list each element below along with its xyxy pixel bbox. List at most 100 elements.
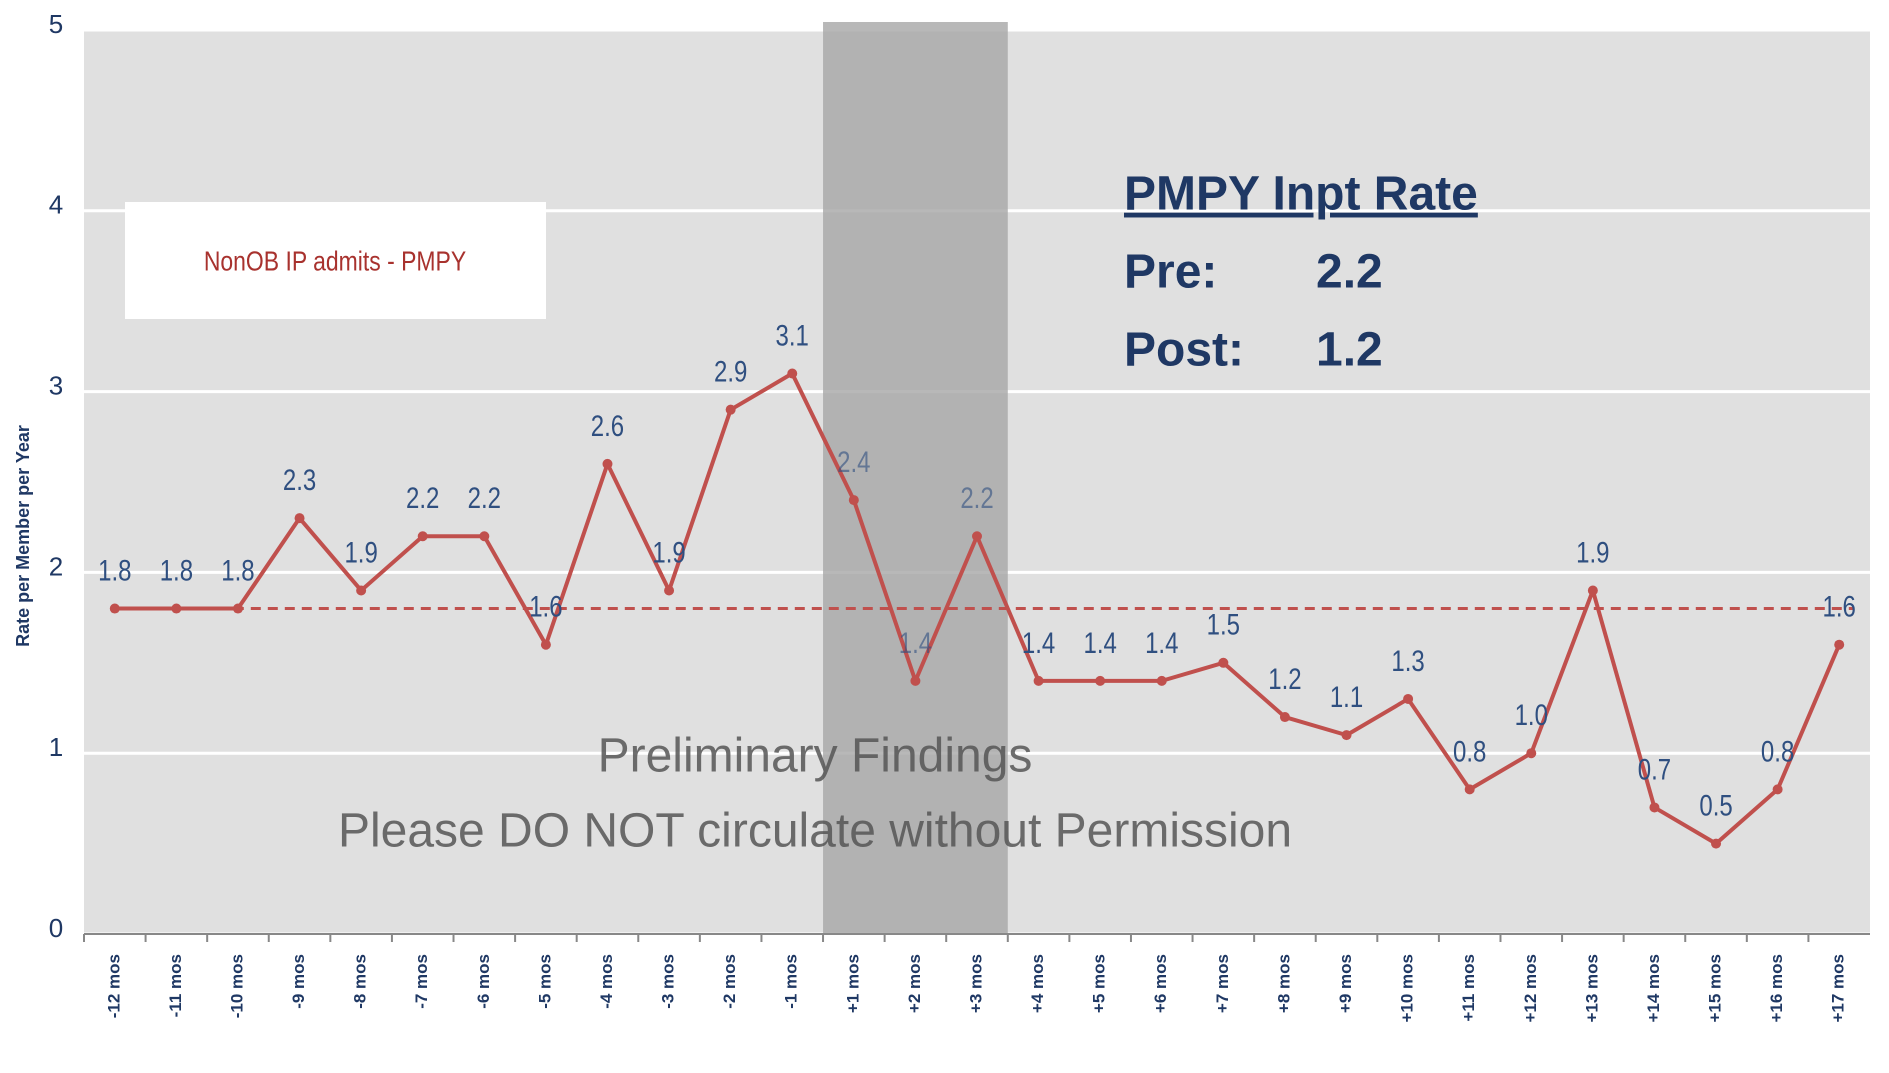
data-label: 2.9 (714, 354, 747, 388)
y-tick-label: 2 (49, 551, 63, 581)
data-label: 3.1 (776, 318, 809, 352)
x-tick-label: -5 mos (535, 954, 554, 1009)
marks: 1.8 1.8 1.8 2.3 1.9 2.2 2.2 1.6 2.6 1.9 2.9 3.1 2.4 1… (98, 318, 1856, 849)
data-point (602, 458, 613, 469)
summary-pre-value: 2.2 (1316, 246, 1383, 299)
data-label: 0.7 (1638, 752, 1671, 786)
legend-label: NonOB IP admits - PMPY (204, 246, 466, 277)
data-label: 0.5 (1699, 788, 1732, 822)
data-point (1464, 784, 1475, 795)
shaded-period (823, 22, 1008, 934)
data-point (787, 368, 798, 379)
y-tick-label: 0 (49, 913, 63, 943)
data-label: 2.3 (283, 462, 316, 496)
data-point (1033, 675, 1044, 686)
watermark-line: Preliminary Findings (598, 730, 1033, 783)
x-tick-label: +8 mos (1274, 954, 1293, 1013)
data-label: 2.4 (837, 444, 870, 478)
data-point (1711, 838, 1722, 849)
shade-layer (823, 22, 1008, 934)
data-point (417, 531, 428, 542)
data-label: 0.8 (1761, 734, 1794, 768)
data-point (848, 495, 859, 506)
y-tick-label: 1 (49, 732, 63, 762)
x-tick-label: +12 mos (1521, 954, 1540, 1023)
data-label: 1.6 (529, 589, 562, 623)
data-label: 1.8 (98, 553, 131, 587)
x-tick-label: -12 mos (104, 954, 123, 1018)
data-point (232, 603, 243, 614)
data-point (1279, 712, 1290, 723)
data-label: 1.8 (160, 553, 193, 587)
x-tick-label: +15 mos (1706, 954, 1725, 1023)
data-label: 2.2 (960, 481, 993, 515)
x-tick-label: +6 mos (1151, 954, 1170, 1013)
data-label: 2.2 (406, 481, 439, 515)
data-point (1218, 657, 1229, 668)
summary-title: PMPY Inpt Rate (1124, 168, 1478, 221)
data-point (1772, 784, 1783, 795)
data-point (1834, 639, 1845, 650)
x-tick-label: -2 mos (720, 954, 739, 1009)
x-labels: -12 mos -11 mos -10 mos -9 mos -8 mos -7 mos -… (83, 934, 1848, 1023)
data-label: 1.4 (899, 625, 932, 659)
data-label: 1.5 (1207, 607, 1240, 641)
data-label: 2.6 (591, 408, 624, 442)
data-point (1095, 675, 1106, 686)
x-tick-label: +7 mos (1213, 954, 1232, 1013)
summary-pre-label: Pre: (1124, 246, 1217, 299)
y-tick-label: 3 (49, 370, 63, 400)
x-tick-label: +11 mos (1459, 954, 1478, 1022)
data-label: 2.2 (468, 481, 501, 515)
data-point (1587, 585, 1598, 596)
x-tick-label: +1 mos (843, 954, 862, 1013)
data-point (294, 513, 305, 524)
data-label: 1.9 (652, 535, 685, 569)
data-label: 1.2 (1268, 661, 1301, 695)
data-point (725, 404, 736, 415)
data-point (171, 603, 182, 614)
data-point (1649, 802, 1660, 813)
data-point (1526, 748, 1537, 759)
data-label: 1.4 (1145, 625, 1178, 659)
x-tick-label: -3 mos (659, 954, 678, 1009)
x-tick-label: +13 mos (1582, 954, 1601, 1023)
y-axis-label: Rate per Member per Year (13, 425, 33, 647)
x-tick-label: -8 mos (351, 954, 370, 1009)
x-tick-label: +10 mos (1398, 954, 1417, 1023)
data-point (1156, 675, 1167, 686)
x-tick-label: +3 mos (966, 954, 985, 1013)
data-label: 1.8 (221, 553, 254, 587)
summary-post-value: 1.2 (1316, 324, 1383, 377)
x-tick-label: -9 mos (289, 954, 308, 1009)
watermark-line: Please DO NOT circulate without Permissi… (338, 805, 1292, 858)
x-tick-label: +17 mos (1829, 954, 1848, 1023)
data-label: 1.0 (1515, 698, 1548, 732)
data-point (479, 531, 490, 542)
x-tick-label: -6 mos (474, 954, 493, 1009)
x-tick-label: -10 mos (227, 954, 246, 1018)
y-tick-label: 4 (49, 190, 63, 220)
data-point (1403, 693, 1414, 704)
legend-box (125, 202, 546, 319)
x-tick-label: +16 mos (1767, 954, 1786, 1023)
x-tick-label: -1 mos (782, 954, 801, 1009)
x-tick-label: +2 mos (905, 954, 924, 1013)
data-point (972, 531, 982, 542)
data-label: 1.1 (1330, 679, 1363, 713)
y-tick-label: 5 (49, 9, 63, 39)
data-point (109, 603, 120, 614)
summary-post-label: Post: (1124, 324, 1244, 377)
data-label: 1.4 (1083, 625, 1116, 659)
data-label: 1.4 (1022, 625, 1055, 659)
data-point (540, 639, 551, 650)
x-tick-label: +4 mos (1028, 954, 1047, 1013)
data-label: 0.8 (1453, 734, 1486, 768)
data-label: 1.6 (1823, 589, 1856, 623)
data-label: 1.3 (1391, 643, 1424, 677)
x-tick-label: +9 mos (1336, 954, 1355, 1013)
x-tick-label: +5 mos (1090, 954, 1109, 1013)
x-tick-label: -7 mos (412, 954, 431, 1009)
data-label: 1.9 (344, 535, 377, 569)
data-point (910, 675, 921, 686)
